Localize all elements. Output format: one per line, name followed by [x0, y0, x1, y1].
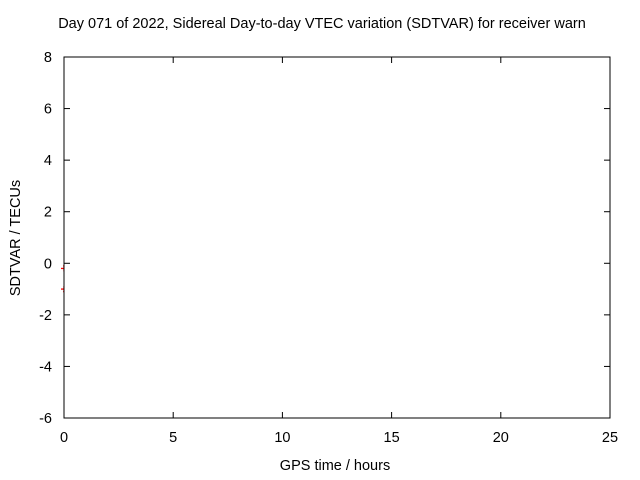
y-tick-label: -2 [39, 308, 52, 324]
y-tick-label: 2 [44, 205, 52, 221]
x-axis-label: GPS time / hours [280, 458, 390, 474]
plot-border [63, 56, 611, 419]
y-tick-label: 6 [44, 102, 52, 118]
plot-area [64, 57, 610, 418]
y-tick-label: -6 [39, 411, 52, 427]
x-tick-label: 20 [493, 430, 509, 446]
x-tick-label: 10 [274, 430, 290, 446]
tick-layer: 0 5 10 15 20 25 -6 -4 -2 0 2 4 6 8 [39, 50, 618, 446]
y-tick-label: 4 [44, 153, 52, 169]
chart-title: Day 071 of 2022, Sidereal Day-to-day VTE… [58, 16, 586, 32]
axes-layer [63, 56, 611, 419]
y-tick-label: 8 [44, 50, 52, 66]
y-tick-label: -4 [39, 359, 52, 375]
x-tick-label: 15 [384, 430, 400, 446]
y-axis-label: SDTVAR / TECUs [8, 180, 24, 296]
y-tick-label: 0 [44, 256, 52, 272]
x-tick-label: 5 [169, 430, 177, 446]
x-tick-label: 0 [60, 430, 68, 446]
x-tick-label: 25 [602, 430, 618, 446]
